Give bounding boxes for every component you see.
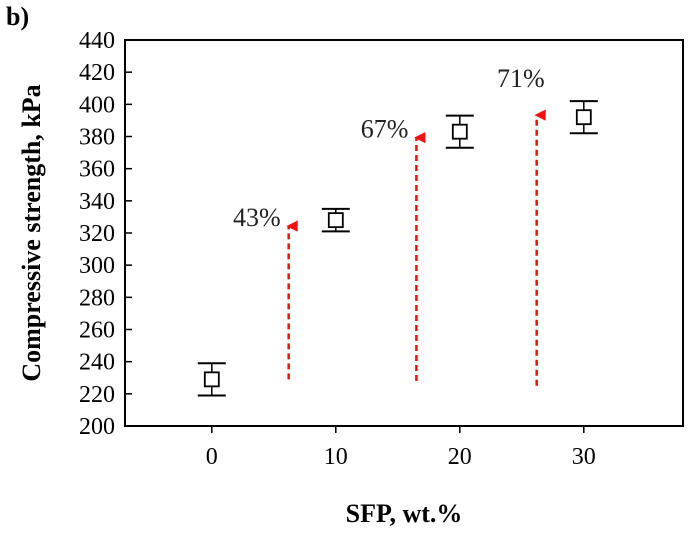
improvement-label: 71%: [497, 64, 545, 93]
panel-label: b): [6, 2, 30, 31]
x-axis-title: SFP, wt.%: [346, 499, 463, 528]
y-tick-label: 420: [79, 60, 115, 86]
x-tick-label: 20: [448, 444, 472, 470]
plot-frame: [124, 39, 684, 427]
y-tick-label: 380: [79, 125, 115, 151]
y-tick-label: 280: [79, 285, 115, 311]
y-tick-label: 220: [79, 382, 115, 408]
y-tick-label: 200: [79, 414, 115, 440]
y-tick-label: 260: [79, 318, 115, 344]
y-tick-label: 240: [79, 350, 115, 376]
data-point-marker: [203, 371, 220, 388]
x-tick-label: 30: [572, 444, 596, 470]
data-point-marker: [451, 123, 468, 140]
y-tick-label: 440: [79, 28, 115, 54]
data-point-marker: [575, 109, 592, 126]
x-tick-label: 0: [206, 444, 218, 470]
x-axis-ticks: 0 10 20 30: [206, 426, 596, 470]
data-point-marker: [327, 212, 344, 229]
y-tick-label: 360: [79, 157, 115, 183]
y-tick-label: 300: [79, 253, 115, 279]
y-tick-label: 400: [79, 92, 115, 118]
y-tick-label: 340: [79, 189, 115, 215]
improvement-arrows: 43% 67% 71%: [233, 64, 546, 386]
x-tick-label: 10: [324, 444, 348, 470]
data-points: [197, 100, 598, 397]
y-tick-label: 320: [79, 221, 115, 247]
improvement-label: 67%: [361, 115, 409, 144]
y-axis-title: Compressive strength, kPa: [17, 84, 46, 381]
y-axis-ticks: 200 220 240 260 280 300 320 340 360 380 400 420 440: [79, 28, 132, 440]
improvement-label: 43%: [233, 203, 281, 232]
